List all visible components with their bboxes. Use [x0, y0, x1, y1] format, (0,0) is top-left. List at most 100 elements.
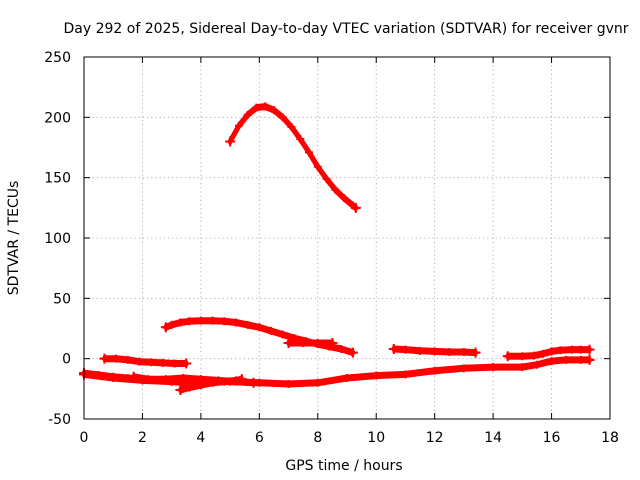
- data-point: [234, 121, 243, 130]
- data-point: [340, 194, 349, 203]
- data-point: [585, 355, 594, 364]
- data-point: [313, 338, 322, 347]
- data-point: [214, 376, 223, 385]
- data-point: [109, 373, 118, 382]
- data-point: [430, 347, 439, 356]
- series-arc-7-9: [283, 337, 338, 348]
- data-point: [343, 373, 351, 382]
- x-tick-label: 2: [138, 430, 147, 446]
- data-point: [176, 386, 185, 395]
- data-point: [158, 358, 167, 367]
- data-point: [243, 110, 252, 119]
- data-point: [389, 345, 398, 354]
- data-point: [196, 316, 205, 325]
- data-point: [170, 359, 179, 368]
- x-tick-label: 14: [484, 430, 502, 446]
- data-point: [568, 345, 577, 354]
- plot-frame: [83, 56, 611, 420]
- x-tick-label: 18: [601, 430, 619, 446]
- data-point: [471, 348, 480, 357]
- x-tick-label: 4: [196, 430, 205, 446]
- series-line-lower: [228, 107, 358, 212]
- data-point: [547, 357, 556, 366]
- data-point: [167, 320, 176, 329]
- series-line-upper: [132, 373, 255, 383]
- y-tick-label: 150: [44, 171, 71, 187]
- data-point: [182, 359, 191, 368]
- data-point: [328, 338, 337, 347]
- data-point: [243, 320, 252, 329]
- data-point: [176, 318, 185, 327]
- chart-title: Day 292 of 2025, Sidereal Day-to-day VTE…: [63, 21, 628, 37]
- data-point: [267, 326, 276, 335]
- series-line-upper: [228, 103, 358, 208]
- data-point: [161, 375, 170, 384]
- data-point: [445, 348, 454, 357]
- data-point: [129, 372, 138, 381]
- x-tick-label: 10: [367, 430, 385, 446]
- series-arc-2-6: [128, 371, 259, 388]
- x-tick-label: 0: [80, 430, 89, 446]
- data-point: [161, 323, 170, 332]
- data-point: [284, 338, 293, 347]
- data-point: [351, 203, 360, 212]
- data-point: [556, 346, 565, 355]
- y-tick-label: 250: [44, 50, 71, 66]
- x-tick-label: 16: [543, 430, 561, 446]
- series-line-lower: [103, 359, 188, 367]
- y-tick-label: 200: [44, 110, 71, 126]
- data-point: [231, 377, 240, 386]
- data-point: [255, 323, 264, 332]
- data-point: [503, 352, 512, 361]
- data-point: [430, 366, 439, 375]
- data-point: [416, 346, 425, 355]
- data-point: [459, 364, 468, 373]
- data-point: [401, 345, 410, 354]
- data-point: [562, 355, 571, 364]
- grid-lines: [84, 57, 610, 419]
- series-arc-14-17: [502, 344, 595, 362]
- data-point: [220, 317, 229, 326]
- data-point: [144, 375, 153, 384]
- data-point: [278, 113, 287, 122]
- data-point: [196, 375, 205, 384]
- data-point: [135, 357, 144, 366]
- data-point: [100, 354, 109, 363]
- data-point: [231, 318, 240, 327]
- data-point: [322, 174, 331, 183]
- data-point: [249, 378, 258, 387]
- data-point: [576, 355, 585, 364]
- data-point: [585, 345, 594, 354]
- data-point: [530, 351, 539, 360]
- series-arc-1-4: [99, 353, 192, 369]
- series-line-lower: [132, 377, 255, 387]
- data-point: [576, 345, 585, 354]
- data-point: [112, 354, 121, 363]
- x-axis-label: GPS time / hours: [285, 458, 402, 474]
- y-tick-label: 100: [44, 231, 71, 247]
- data-point: [299, 338, 308, 347]
- data-point: [372, 371, 381, 380]
- data-point: [459, 348, 468, 357]
- data-point: [179, 373, 188, 382]
- data-point: [401, 370, 410, 379]
- data-point: [313, 378, 322, 387]
- data-point: [518, 352, 527, 361]
- x-tick-label: 6: [255, 430, 264, 446]
- data-point: [547, 347, 556, 356]
- data-point: [348, 348, 357, 357]
- data-point: [287, 122, 296, 131]
- data-point: [337, 345, 346, 354]
- data-point: [278, 330, 287, 339]
- data-point: [208, 316, 217, 325]
- data-point: [284, 380, 293, 389]
- data-point: [226, 137, 235, 146]
- data-point: [269, 106, 278, 115]
- x-tick-label: 12: [426, 430, 444, 446]
- data-point: [331, 185, 340, 194]
- series-line-lower: [164, 321, 355, 357]
- data-point: [538, 349, 547, 358]
- y-tick-label: 0: [62, 352, 71, 368]
- data-point: [147, 358, 156, 367]
